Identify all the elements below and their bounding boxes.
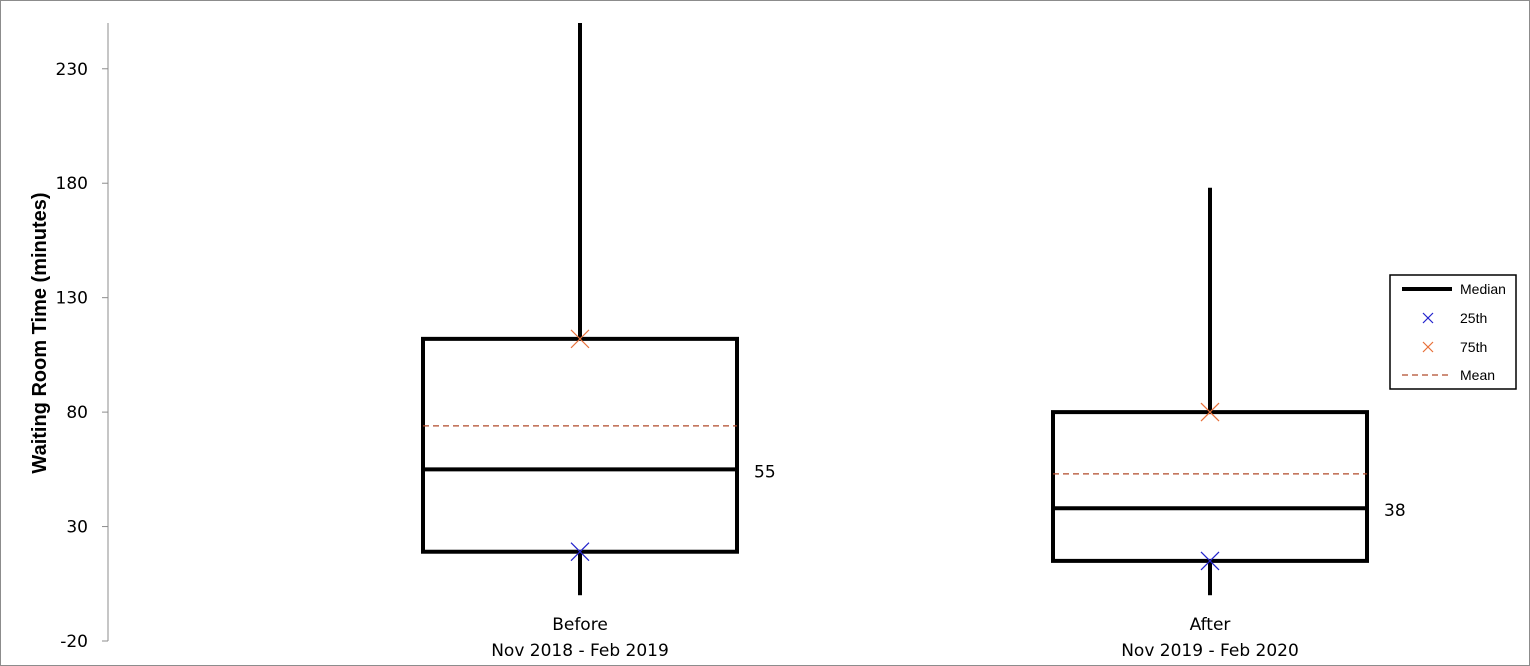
y-axis: -20 30 80 130 180 230 xyxy=(56,23,109,652)
legend-label: Mean xyxy=(1460,367,1495,383)
legend-label: 75th xyxy=(1460,339,1487,355)
y-tick-label: 30 xyxy=(66,518,88,538)
box-group: 55 xyxy=(421,23,776,596)
p75-marker xyxy=(570,329,590,349)
legend-item-mean: Mean xyxy=(1402,367,1495,383)
boxes: 55 38 xyxy=(421,23,1406,596)
legend-item-median: Median xyxy=(1402,281,1506,297)
y-tick-label: 80 xyxy=(66,403,88,423)
legend-cross-swatch xyxy=(1422,341,1434,353)
legend-cross-swatch xyxy=(1422,312,1434,324)
y-tick-label: -20 xyxy=(60,632,88,652)
legend: Median 25th 75th Mean xyxy=(1389,274,1517,390)
y-axis-label: Waiting Room Time (minutes) xyxy=(29,192,51,473)
category-label: Before xyxy=(552,615,608,635)
p25-marker-stroke xyxy=(1200,551,1220,571)
median-value-label: 55 xyxy=(754,462,776,482)
legend-item-p75: 75th xyxy=(1422,339,1487,355)
p75-marker xyxy=(1200,402,1220,422)
y-tick-label: 230 xyxy=(56,60,88,80)
box-body xyxy=(1051,410,1369,563)
y-tick-label: 130 xyxy=(56,289,88,309)
legend-label: Median xyxy=(1460,281,1506,297)
category-label: After xyxy=(1190,615,1231,635)
box-body xyxy=(421,336,739,554)
median-value-label: 38 xyxy=(1384,501,1406,521)
category-sublabel: Nov 2018 - Feb 2019 xyxy=(491,641,669,661)
legend-item-p25: 25th xyxy=(1422,310,1487,326)
legend-label: 25th xyxy=(1460,310,1487,326)
p75-marker-stroke xyxy=(1200,402,1220,422)
legend-box xyxy=(1389,274,1517,390)
p75-marker-stroke xyxy=(570,329,590,349)
category-labels: Before Nov 2018 - Feb 2019 After Nov 2019 -… xyxy=(491,615,1299,661)
p25-marker xyxy=(570,542,590,562)
y-tick-label: 180 xyxy=(56,174,88,194)
p25-marker xyxy=(1200,551,1220,571)
category-sublabel: Nov 2019 - Feb 2020 xyxy=(1121,641,1299,661)
p25-marker-stroke xyxy=(570,542,590,562)
box-group: 38 xyxy=(1051,187,1406,596)
